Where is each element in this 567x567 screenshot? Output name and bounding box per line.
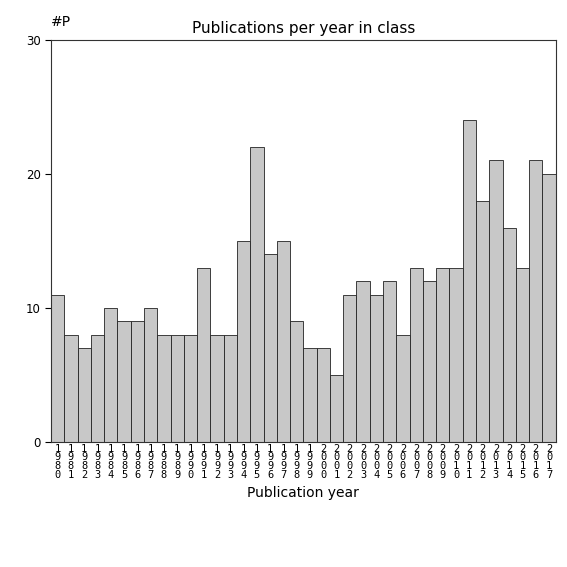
Bar (64, 335, 78, 442)
Bar (131, 321, 144, 442)
Bar (409, 268, 423, 442)
Bar (370, 295, 383, 442)
Bar (250, 147, 264, 442)
Bar (529, 160, 543, 442)
Bar (104, 308, 117, 442)
Bar (330, 375, 343, 442)
Bar (237, 241, 250, 442)
Bar (463, 120, 476, 442)
Bar (144, 308, 157, 442)
Bar (489, 160, 502, 442)
Bar (383, 281, 396, 442)
Bar (210, 335, 223, 442)
Bar (171, 335, 184, 442)
Bar (502, 227, 516, 442)
Bar (450, 268, 463, 442)
Bar (316, 348, 330, 442)
Bar (343, 295, 357, 442)
Bar (423, 281, 436, 442)
Title: Publications per year in class: Publications per year in class (192, 21, 415, 36)
Bar (277, 241, 290, 442)
X-axis label: Publication year: Publication year (247, 485, 359, 500)
Bar (78, 348, 91, 442)
Bar (476, 201, 489, 442)
Bar (516, 268, 529, 442)
Bar (223, 335, 237, 442)
Bar (117, 321, 131, 442)
Bar (543, 174, 556, 442)
Bar (396, 335, 409, 442)
Bar (197, 268, 210, 442)
Bar (184, 335, 197, 442)
Bar (436, 268, 450, 442)
Bar (91, 335, 104, 442)
Bar (303, 348, 316, 442)
Bar (264, 255, 277, 442)
Bar (357, 281, 370, 442)
Text: #P: #P (51, 15, 71, 29)
Bar (157, 335, 171, 442)
Bar (51, 295, 64, 442)
Bar (290, 321, 303, 442)
